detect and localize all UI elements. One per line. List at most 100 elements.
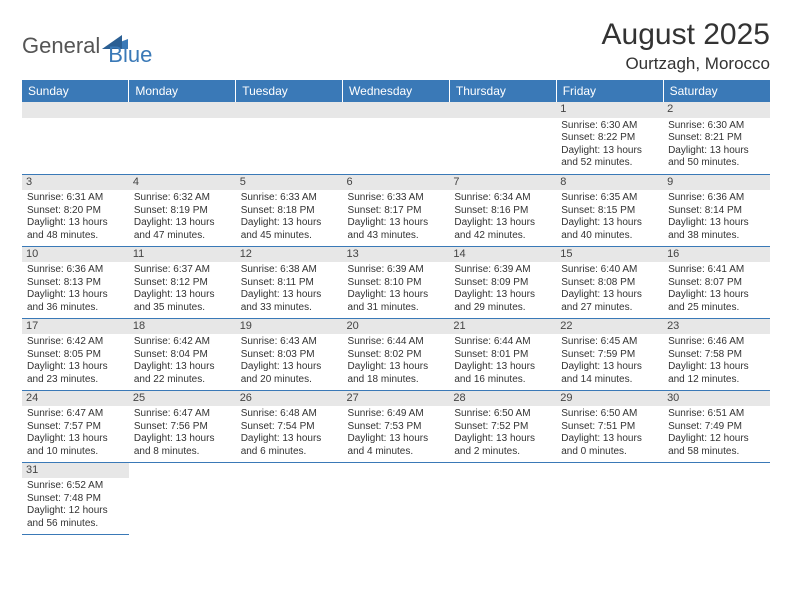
sunrise-text: Sunrise: 6:36 AM <box>27 264 124 277</box>
sunset-text: Sunset: 8:05 PM <box>27 349 124 362</box>
sunset-text: Sunset: 7:51 PM <box>561 421 658 434</box>
day-number: 13 <box>343 247 450 263</box>
sunrise-text: Sunrise: 6:30 AM <box>668 120 765 133</box>
calendar-cell <box>449 462 556 534</box>
day-number: 16 <box>663 247 770 263</box>
day-details: Sunrise: 6:36 AMSunset: 8:13 PMDaylight:… <box>27 264 124 314</box>
page-title: August 2025 <box>602 18 770 52</box>
sunset-text: Sunset: 8:21 PM <box>668 132 765 145</box>
day-number <box>22 102 129 118</box>
calendar-week-row: 24Sunrise: 6:47 AMSunset: 7:57 PMDayligh… <box>22 390 770 462</box>
daylight-text: Daylight: 13 hours and 8 minutes. <box>134 433 231 458</box>
sunset-text: Sunset: 8:04 PM <box>134 349 231 362</box>
calendar-cell: 27Sunrise: 6:49 AMSunset: 7:53 PMDayligh… <box>343 390 450 462</box>
sunrise-text: Sunrise: 6:49 AM <box>348 408 445 421</box>
calendar-cell: 23Sunrise: 6:46 AMSunset: 7:58 PMDayligh… <box>663 318 770 390</box>
daylight-text: Daylight: 13 hours and 52 minutes. <box>561 145 658 170</box>
day-number: 30 <box>663 391 770 407</box>
calendar-cell: 20Sunrise: 6:44 AMSunset: 8:02 PMDayligh… <box>343 318 450 390</box>
day-number: 1 <box>556 102 663 118</box>
day-number <box>663 463 770 479</box>
day-number: 11 <box>129 247 236 263</box>
day-details: Sunrise: 6:50 AMSunset: 7:51 PMDaylight:… <box>561 408 658 458</box>
calendar-cell: 11Sunrise: 6:37 AMSunset: 8:12 PMDayligh… <box>129 246 236 318</box>
logo-text-1: General <box>22 33 100 59</box>
sunrise-text: Sunrise: 6:45 AM <box>561 336 658 349</box>
day-details: Sunrise: 6:49 AMSunset: 7:53 PMDaylight:… <box>348 408 445 458</box>
calendar-cell: 13Sunrise: 6:39 AMSunset: 8:10 PMDayligh… <box>343 246 450 318</box>
day-number <box>449 463 556 479</box>
day-details: Sunrise: 6:43 AMSunset: 8:03 PMDaylight:… <box>241 336 338 386</box>
weekday-header: Saturday <box>663 80 770 102</box>
sunset-text: Sunset: 8:17 PM <box>348 205 445 218</box>
day-number: 31 <box>22 463 129 479</box>
sunset-text: Sunset: 7:58 PM <box>668 349 765 362</box>
sunset-text: Sunset: 8:16 PM <box>454 205 551 218</box>
day-number: 25 <box>129 391 236 407</box>
day-details: Sunrise: 6:42 AMSunset: 8:05 PMDaylight:… <box>27 336 124 386</box>
sunrise-text: Sunrise: 6:42 AM <box>134 336 231 349</box>
sunset-text: Sunset: 8:11 PM <box>241 277 338 290</box>
sunrise-text: Sunrise: 6:43 AM <box>241 336 338 349</box>
calendar-cell: 24Sunrise: 6:47 AMSunset: 7:57 PMDayligh… <box>22 390 129 462</box>
day-number <box>129 463 236 479</box>
sunset-text: Sunset: 7:59 PM <box>561 349 658 362</box>
day-number: 29 <box>556 391 663 407</box>
day-number: 18 <box>129 319 236 335</box>
day-number: 5 <box>236 175 343 191</box>
day-number: 2 <box>663 102 770 118</box>
calendar-cell: 21Sunrise: 6:44 AMSunset: 8:01 PMDayligh… <box>449 318 556 390</box>
calendar-cell: 6Sunrise: 6:33 AMSunset: 8:17 PMDaylight… <box>343 174 450 246</box>
daylight-text: Daylight: 13 hours and 20 minutes. <box>241 361 338 386</box>
day-number <box>556 463 663 479</box>
calendar-cell <box>129 102 236 174</box>
sunrise-text: Sunrise: 6:32 AM <box>134 192 231 205</box>
sunset-text: Sunset: 8:10 PM <box>348 277 445 290</box>
day-details: Sunrise: 6:40 AMSunset: 8:08 PMDaylight:… <box>561 264 658 314</box>
sunrise-text: Sunrise: 6:39 AM <box>348 264 445 277</box>
day-details: Sunrise: 6:30 AMSunset: 8:22 PMDaylight:… <box>561 120 658 170</box>
weekday-header: Sunday <box>22 80 129 102</box>
sunrise-text: Sunrise: 6:36 AM <box>668 192 765 205</box>
daylight-text: Daylight: 13 hours and 38 minutes. <box>668 217 765 242</box>
daylight-text: Daylight: 13 hours and 31 minutes. <box>348 289 445 314</box>
day-number: 8 <box>556 175 663 191</box>
day-details: Sunrise: 6:47 AMSunset: 7:57 PMDaylight:… <box>27 408 124 458</box>
sunrise-text: Sunrise: 6:51 AM <box>668 408 765 421</box>
day-number: 23 <box>663 319 770 335</box>
day-details: Sunrise: 6:35 AMSunset: 8:15 PMDaylight:… <box>561 192 658 242</box>
calendar-cell: 16Sunrise: 6:41 AMSunset: 8:07 PMDayligh… <box>663 246 770 318</box>
title-block: August 2025 Ourtzagh, Morocco <box>602 18 770 74</box>
day-number: 6 <box>343 175 450 191</box>
day-number: 10 <box>22 247 129 263</box>
calendar-cell: 26Sunrise: 6:48 AMSunset: 7:54 PMDayligh… <box>236 390 343 462</box>
day-details: Sunrise: 6:38 AMSunset: 8:11 PMDaylight:… <box>241 264 338 314</box>
sunrise-text: Sunrise: 6:46 AM <box>668 336 765 349</box>
location-text: Ourtzagh, Morocco <box>602 54 770 74</box>
calendar-cell: 4Sunrise: 6:32 AMSunset: 8:19 PMDaylight… <box>129 174 236 246</box>
calendar-cell: 3Sunrise: 6:31 AMSunset: 8:20 PMDaylight… <box>22 174 129 246</box>
calendar-cell: 7Sunrise: 6:34 AMSunset: 8:16 PMDaylight… <box>449 174 556 246</box>
sunrise-text: Sunrise: 6:48 AM <box>241 408 338 421</box>
day-number: 12 <box>236 247 343 263</box>
day-number <box>343 463 450 479</box>
daylight-text: Daylight: 13 hours and 22 minutes. <box>134 361 231 386</box>
calendar-cell: 17Sunrise: 6:42 AMSunset: 8:05 PMDayligh… <box>22 318 129 390</box>
day-number: 19 <box>236 319 343 335</box>
daylight-text: Daylight: 13 hours and 50 minutes. <box>668 145 765 170</box>
sunset-text: Sunset: 8:09 PM <box>454 277 551 290</box>
weekday-header: Friday <box>556 80 663 102</box>
day-number: 20 <box>343 319 450 335</box>
day-number: 21 <box>449 319 556 335</box>
sunrise-text: Sunrise: 6:38 AM <box>241 264 338 277</box>
calendar-cell: 29Sunrise: 6:50 AMSunset: 7:51 PMDayligh… <box>556 390 663 462</box>
calendar-cell: 1 Sunrise: 6:30 AMSunset: 8:22 PMDaylight… <box>556 102 663 174</box>
day-details: Sunrise: 6:51 AMSunset: 7:49 PMDaylight:… <box>668 408 765 458</box>
daylight-text: Daylight: 12 hours and 58 minutes. <box>668 433 765 458</box>
day-details: Sunrise: 6:41 AMSunset: 8:07 PMDaylight:… <box>668 264 765 314</box>
sunset-text: Sunset: 8:12 PM <box>134 277 231 290</box>
calendar-week-row: 17Sunrise: 6:42 AMSunset: 8:05 PMDayligh… <box>22 318 770 390</box>
weekday-header: Tuesday <box>236 80 343 102</box>
calendar-cell <box>556 462 663 534</box>
sunrise-text: Sunrise: 6:37 AM <box>134 264 231 277</box>
